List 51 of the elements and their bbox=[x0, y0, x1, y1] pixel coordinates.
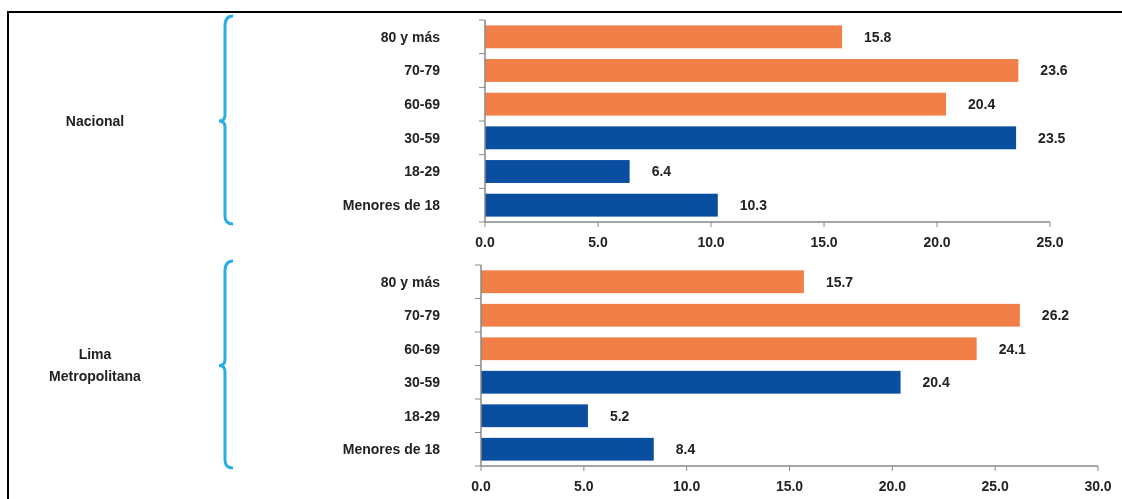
data-label: 10.3 bbox=[739, 197, 768, 214]
bar bbox=[481, 270, 804, 294]
x-tick-label: 10.0 bbox=[673, 478, 701, 494]
y-tick-label: 18-29 bbox=[404, 163, 441, 180]
x-tick-label: 10.0 bbox=[697, 234, 725, 250]
bar bbox=[485, 92, 947, 116]
y-tick-label: 30-59 bbox=[404, 374, 441, 391]
y-tick-label: 70-79 bbox=[404, 62, 441, 79]
y-axis-title: Nacional bbox=[65, 112, 125, 129]
x-tick-label: 20.0 bbox=[923, 234, 951, 250]
x-tick-label: 5.0 bbox=[574, 478, 594, 494]
data-label: 26.2 bbox=[1041, 307, 1070, 324]
bar bbox=[485, 193, 718, 217]
data-label: 6.4 bbox=[651, 163, 672, 180]
data-label: 15.8 bbox=[864, 28, 892, 45]
bar bbox=[481, 370, 901, 394]
x-tick-label: 15.0 bbox=[775, 478, 804, 494]
bar bbox=[481, 404, 588, 428]
data-label: 15.7 bbox=[825, 273, 854, 290]
y-tick-label: 60-69 bbox=[404, 340, 441, 357]
data-label: 20.4 bbox=[922, 374, 951, 391]
x-tick-label: 25.0 bbox=[1036, 234, 1064, 250]
y-tick-label: Menores de 18 bbox=[342, 197, 441, 214]
y-tick-label: 18-29 bbox=[404, 407, 441, 424]
y-tick-label: 70-79 bbox=[404, 307, 441, 324]
x-tick-label: 0.0 bbox=[475, 234, 495, 250]
y-tick-label: 80 y más bbox=[380, 28, 441, 45]
bar bbox=[481, 303, 1020, 327]
y-tick-label: 30-59 bbox=[404, 129, 441, 146]
bar bbox=[481, 437, 654, 461]
data-label: 23.6 bbox=[1040, 62, 1068, 79]
y-tick-label: 60-69 bbox=[404, 96, 441, 113]
y-tick-label: 80 y más bbox=[380, 273, 441, 290]
y-axis-title: Lima Metropolitana bbox=[49, 346, 142, 385]
data-label: 24.1 bbox=[998, 340, 1027, 357]
x-tick-label: 0.0 bbox=[471, 478, 491, 494]
x-tick-label: 15.0 bbox=[810, 234, 838, 250]
data-label: 8.4 bbox=[675, 441, 696, 458]
x-tick-label: 20.0 bbox=[878, 478, 907, 494]
x-tick-label: 25.0 bbox=[981, 478, 1009, 494]
bar bbox=[485, 59, 1019, 82]
data-label: 23.5 bbox=[1038, 129, 1066, 146]
bar bbox=[485, 126, 1017, 150]
bar bbox=[485, 25, 843, 49]
x-tick-label: 5.0 bbox=[588, 234, 608, 250]
bar bbox=[485, 160, 630, 183]
bar bbox=[481, 337, 977, 361]
y-tick-label: Menores de 18 bbox=[342, 441, 441, 458]
data-label: 20.4 bbox=[968, 96, 996, 113]
x-tick-label: 30.0 bbox=[1084, 478, 1112, 494]
data-label: 5.2 bbox=[609, 407, 630, 424]
